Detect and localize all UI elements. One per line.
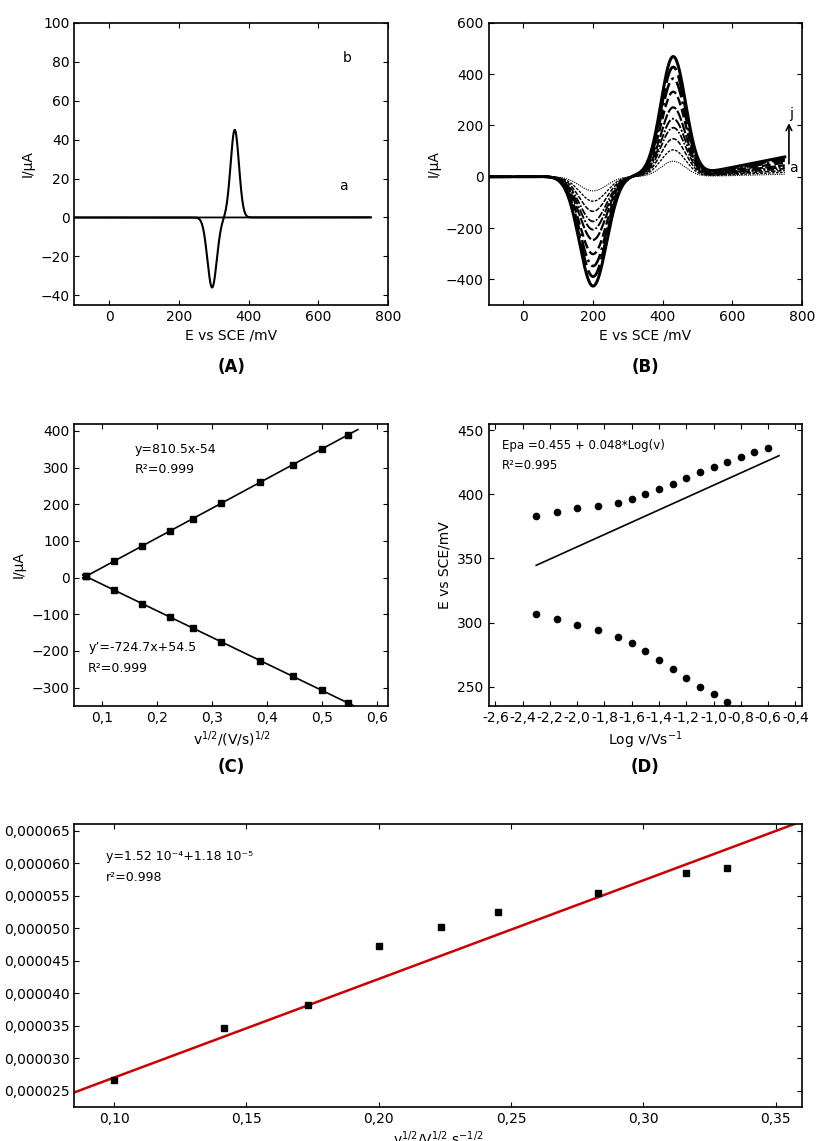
X-axis label: v$^{1/2}$/(V/s)$^{1/2}$: v$^{1/2}$/(V/s)$^{1/2}$ [193,729,270,748]
Text: y=1.52 10⁻⁴+1.18 10⁻⁵: y=1.52 10⁻⁴+1.18 10⁻⁵ [106,850,253,864]
Text: Epa =0.455 + 0.048*Log(v): Epa =0.455 + 0.048*Log(v) [502,439,665,452]
Text: a: a [339,179,348,193]
Y-axis label: I/μA: I/μA [12,551,26,578]
Text: (A): (A) [218,357,246,375]
Y-axis label: I/μA: I/μA [426,151,440,177]
Text: (B): (B) [632,357,659,375]
Text: R²=0.995: R²=0.995 [502,459,558,471]
Text: R²=0.999: R²=0.999 [88,662,148,675]
Text: y’=-724.7x+54.5: y’=-724.7x+54.5 [88,641,196,654]
Text: a: a [789,161,798,175]
Text: (D): (D) [631,759,660,776]
Text: R²=0.999: R²=0.999 [135,463,195,476]
Text: j: j [789,107,793,121]
Text: r²=0.998: r²=0.998 [106,871,163,884]
Text: (C): (C) [218,759,245,776]
X-axis label: E vs SCE /mV: E vs SCE /mV [600,329,691,342]
Text: b: b [343,50,351,65]
Y-axis label: I/μA: I/μA [21,151,35,177]
X-axis label: Log v/Vs$^{-1}$: Log v/Vs$^{-1}$ [608,729,682,751]
X-axis label: v$^{1/2}$/V$^{1/2}$ s$^{-1/2}$: v$^{1/2}$/V$^{1/2}$ s$^{-1/2}$ [393,1130,484,1141]
Text: y=810.5x-54: y=810.5x-54 [135,443,217,456]
Y-axis label: E vs SCE/mV: E vs SCE/mV [437,521,452,608]
X-axis label: E vs SCE /mV: E vs SCE /mV [185,329,277,342]
